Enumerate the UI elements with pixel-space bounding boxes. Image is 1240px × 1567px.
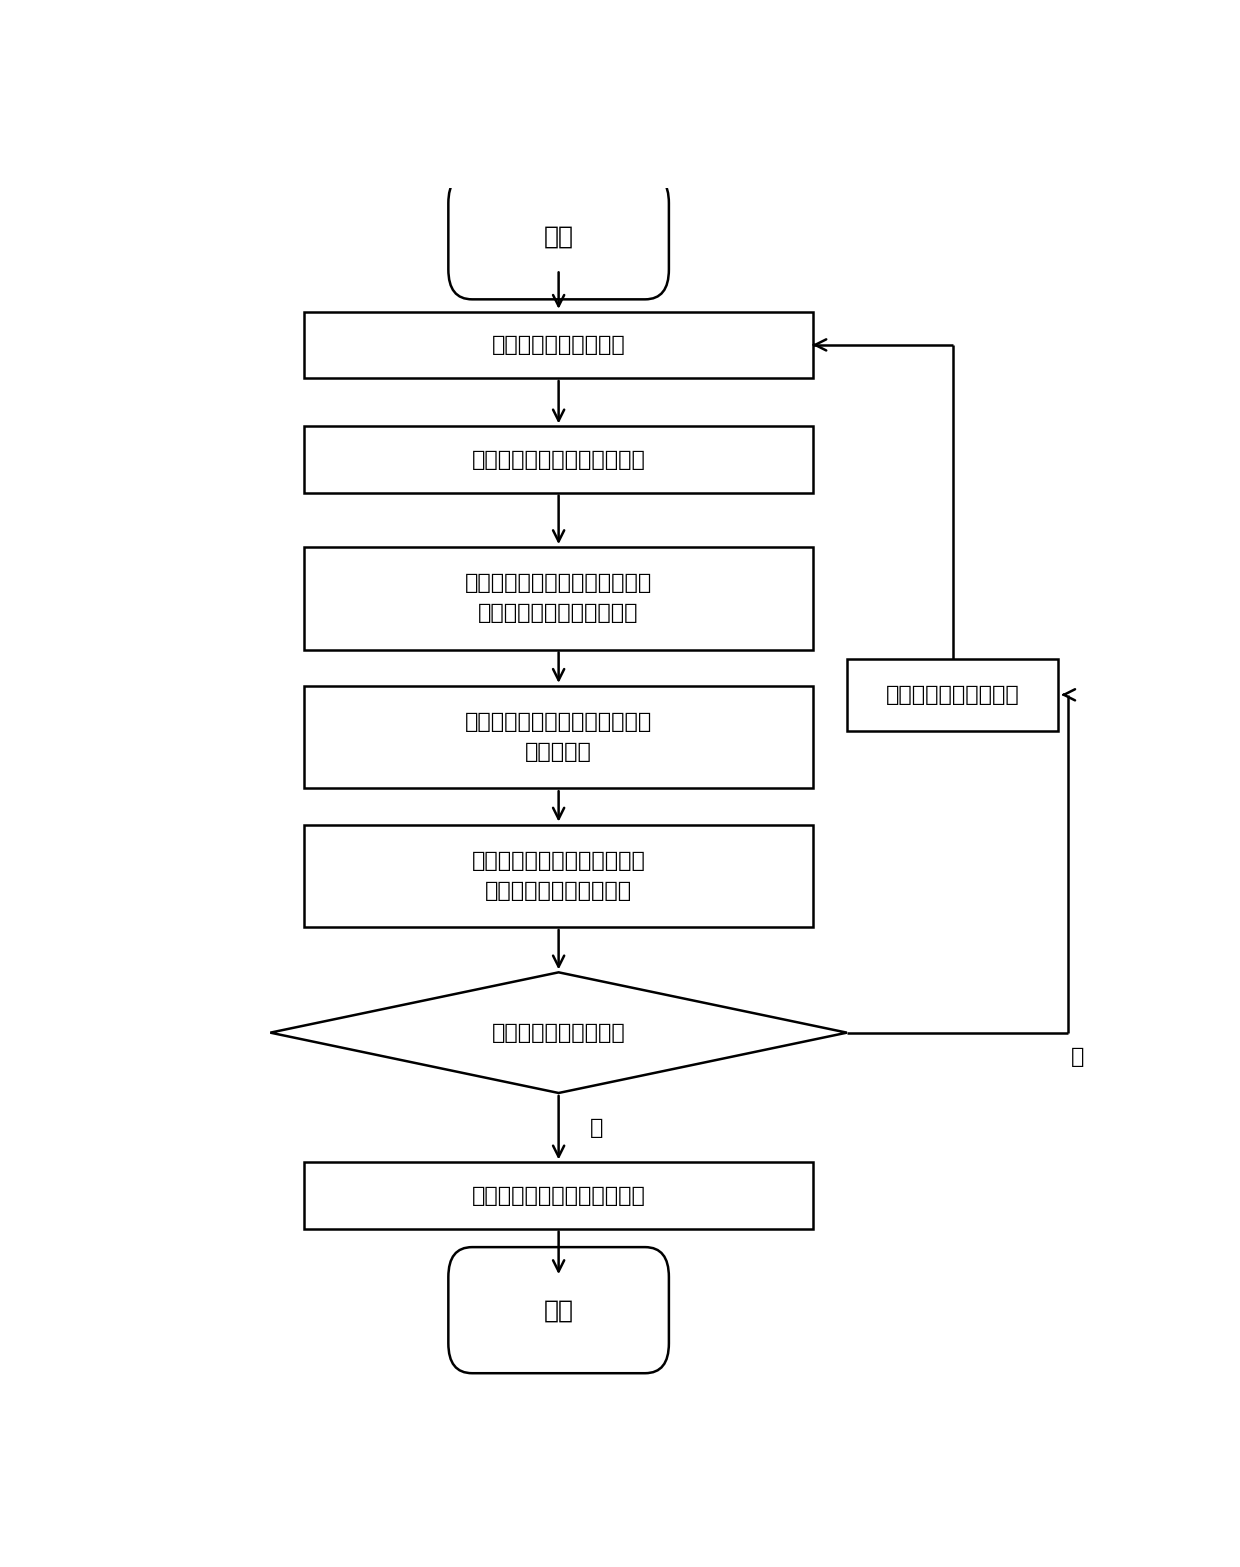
Bar: [304, 824, 813, 928]
Bar: [304, 312, 813, 378]
Text: 否: 否: [1071, 1047, 1084, 1067]
Text: 开始: 开始: [543, 224, 574, 248]
FancyBboxPatch shape: [449, 1247, 668, 1373]
Bar: [304, 426, 813, 492]
Text: 内外最大温差是否满足: 内外最大温差是否满足: [492, 1023, 625, 1042]
Text: 结束: 结束: [543, 1297, 574, 1323]
Text: 获取混凝土块边界和初值条件: 获取混凝土块边界和初值条件: [471, 450, 646, 470]
Polygon shape: [270, 972, 847, 1094]
Bar: [304, 686, 813, 788]
Text: 是: 是: [590, 1117, 604, 1138]
FancyBboxPatch shape: [449, 174, 668, 299]
Text: 根据径向基函数配点法的基本思
路，建立局部低阶插值矩阵: 根据径向基函数配点法的基本思 路，建立局部低阶插值矩阵: [465, 574, 652, 624]
Text: 重新调整冷却系统方案: 重新调整冷却系统方案: [885, 685, 1019, 705]
Bar: [304, 547, 813, 650]
Text: 采用矩阵稀疏化技术构造方程
式，计算混凝土块温度场: 采用矩阵稀疏化技术构造方程 式，计算混凝土块温度场: [471, 851, 646, 901]
Bar: [304, 1163, 813, 1229]
Text: 混泥土块简化结构建模: 混泥土块简化结构建模: [492, 335, 625, 354]
Text: 确定合理有效的冷却系统方案: 确定合理有效的冷却系统方案: [471, 1186, 646, 1205]
Text: 采用多尺度技术确定径向基函数
的形状参数: 采用多尺度技术确定径向基函数 的形状参数: [465, 713, 652, 762]
Bar: [847, 658, 1058, 730]
